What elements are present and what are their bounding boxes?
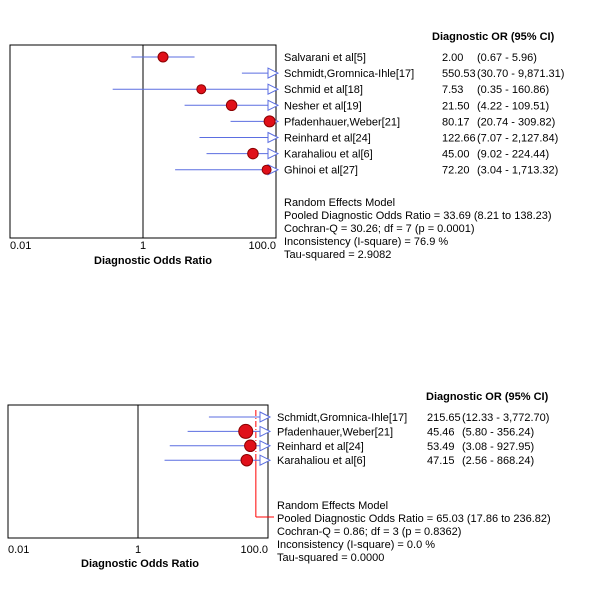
forest-plot-1: Diagnostic OR (95% CI) Salvarani et al[5]… bbox=[9, 31, 564, 267]
forest-plot-2-svg: Diagnostic OR (95% CI) Schmidt,Gromnica-I… bbox=[7, 391, 551, 570]
summary-line: Tau-squared = 0.0000 bbox=[277, 552, 384, 564]
column-header: Diagnostic OR (95% CI) bbox=[432, 31, 555, 43]
study-or-value: 550.53 bbox=[442, 68, 476, 80]
ci-arrow bbox=[259, 439, 272, 452]
study-or-value: 215.65 bbox=[427, 412, 461, 424]
ci-arrow bbox=[259, 411, 272, 423]
study-or-value: 72.20 bbox=[442, 165, 470, 177]
study-ci-value: (9.02 - 224.44) bbox=[477, 149, 549, 161]
summary-line: Cochran-Q = 0.86; df = 3 (p = 0.8362) bbox=[277, 526, 461, 538]
study-marker bbox=[263, 115, 276, 128]
x-tick-label: 0.01 bbox=[10, 240, 31, 252]
study-or-value: 2.00 bbox=[442, 52, 463, 64]
study-marker bbox=[240, 453, 254, 467]
study-label: Karahaliou et al[6] bbox=[277, 455, 366, 467]
study-label: Reinhard et al[24] bbox=[284, 133, 371, 145]
ci-arrow bbox=[267, 99, 280, 112]
study-ci-value: (5.80 - 356.24) bbox=[462, 426, 534, 438]
x-axis-label: Diagnostic Odds Ratio bbox=[81, 558, 199, 570]
study-label: Pfadenhauer,Weber[21] bbox=[284, 116, 400, 128]
study-label: Reinhard et al[24] bbox=[277, 441, 364, 453]
study-label: Pfadenhauer,Weber[21] bbox=[277, 426, 393, 438]
ci-arrow bbox=[267, 67, 280, 79]
summary-line: Tau-squared = 2.9082 bbox=[284, 249, 391, 261]
study-or-value: 53.49 bbox=[427, 441, 455, 453]
study-ci-value: (30.70 - 9,871.31) bbox=[477, 68, 564, 80]
study-label: Schmidt,Gromnica-Ihle[17] bbox=[284, 68, 414, 80]
study-label: Salvarani et al[5] bbox=[284, 52, 366, 64]
study-ci-value: (0.35 - 160.86) bbox=[477, 84, 549, 96]
study-or-value: 122.66 bbox=[442, 133, 476, 145]
study-marker bbox=[247, 147, 259, 160]
study-marker bbox=[225, 99, 238, 112]
study-ci-value: (20.74 - 309.82) bbox=[477, 116, 555, 128]
study-or-value: 7.53 bbox=[442, 84, 463, 96]
study-label: Schmidt,Gromnica-Ihle[17] bbox=[277, 412, 407, 424]
column-header: Diagnostic OR (95% CI) bbox=[426, 391, 549, 403]
x-tick-label: 1 bbox=[140, 240, 146, 252]
x-tick-label: 1 bbox=[135, 544, 141, 556]
study-marker bbox=[157, 51, 169, 63]
ci-arrow bbox=[267, 147, 280, 160]
summary-line: Pooled Diagnostic Odds Ratio = 65.03 (17… bbox=[277, 513, 551, 525]
summary-line: Inconsistency (I-square) = 76.9 % bbox=[284, 236, 448, 248]
forest-plot-1-svg: Diagnostic OR (95% CI) Salvarani et al[5]… bbox=[9, 31, 564, 267]
study-or-value: 21.50 bbox=[442, 100, 470, 112]
study-ci-value: (4.22 - 109.51) bbox=[477, 100, 549, 112]
x-tick-label: 100.0 bbox=[248, 240, 276, 252]
summary-line: Random Effects Model bbox=[284, 197, 395, 209]
ci-arrow bbox=[267, 83, 280, 96]
study-ci-value: (2.56 - 868.24) bbox=[462, 455, 534, 467]
study-ci-value: (7.07 - 2,127.84) bbox=[477, 133, 558, 145]
ci-arrow bbox=[259, 454, 272, 467]
summary-line: Random Effects Model bbox=[277, 500, 388, 512]
study-or-value: 45.46 bbox=[427, 426, 455, 438]
study-marker bbox=[196, 84, 207, 95]
summary-line: Cochran-Q = 30.26; df = 7 (p = 0.0001) bbox=[284, 223, 474, 235]
ci-arrow bbox=[259, 425, 272, 438]
x-tick-label: 100.0 bbox=[240, 544, 268, 556]
study-label: Ghinoi et al[27] bbox=[284, 165, 358, 177]
summary-line: Inconsistency (I-square) = 0.0 % bbox=[277, 539, 435, 551]
summary-line: Pooled Diagnostic Odds Ratio = 33.69 (8.… bbox=[284, 210, 552, 222]
study-marker bbox=[244, 439, 257, 453]
x-axis-label: Diagnostic Odds Ratio bbox=[94, 255, 212, 267]
study-or-value: 47.15 bbox=[427, 455, 455, 467]
study-label: Karahaliou et al[6] bbox=[284, 149, 373, 161]
study-ci-value: (3.04 - 1,713.32) bbox=[477, 165, 558, 177]
study-marker bbox=[261, 164, 272, 175]
study-or-value: 80.17 bbox=[442, 116, 470, 128]
study-label: Schmid et al[18] bbox=[284, 84, 363, 96]
study-ci-value: (0.67 - 5.96) bbox=[477, 52, 537, 64]
study-ci-value: (3.08 - 927.95) bbox=[462, 441, 534, 453]
study-label: Nesher et al[19] bbox=[284, 100, 362, 112]
study-or-value: 45.00 bbox=[442, 149, 470, 161]
forest-plot-2: Diagnostic OR (95% CI) Schmidt,Gromnica-I… bbox=[0, 300, 600, 600]
study-ci-value: (12.33 - 3,772.70) bbox=[462, 412, 549, 424]
x-tick-label: 0.01 bbox=[8, 544, 29, 556]
ci-arrow bbox=[267, 131, 280, 144]
study-marker bbox=[238, 423, 254, 439]
